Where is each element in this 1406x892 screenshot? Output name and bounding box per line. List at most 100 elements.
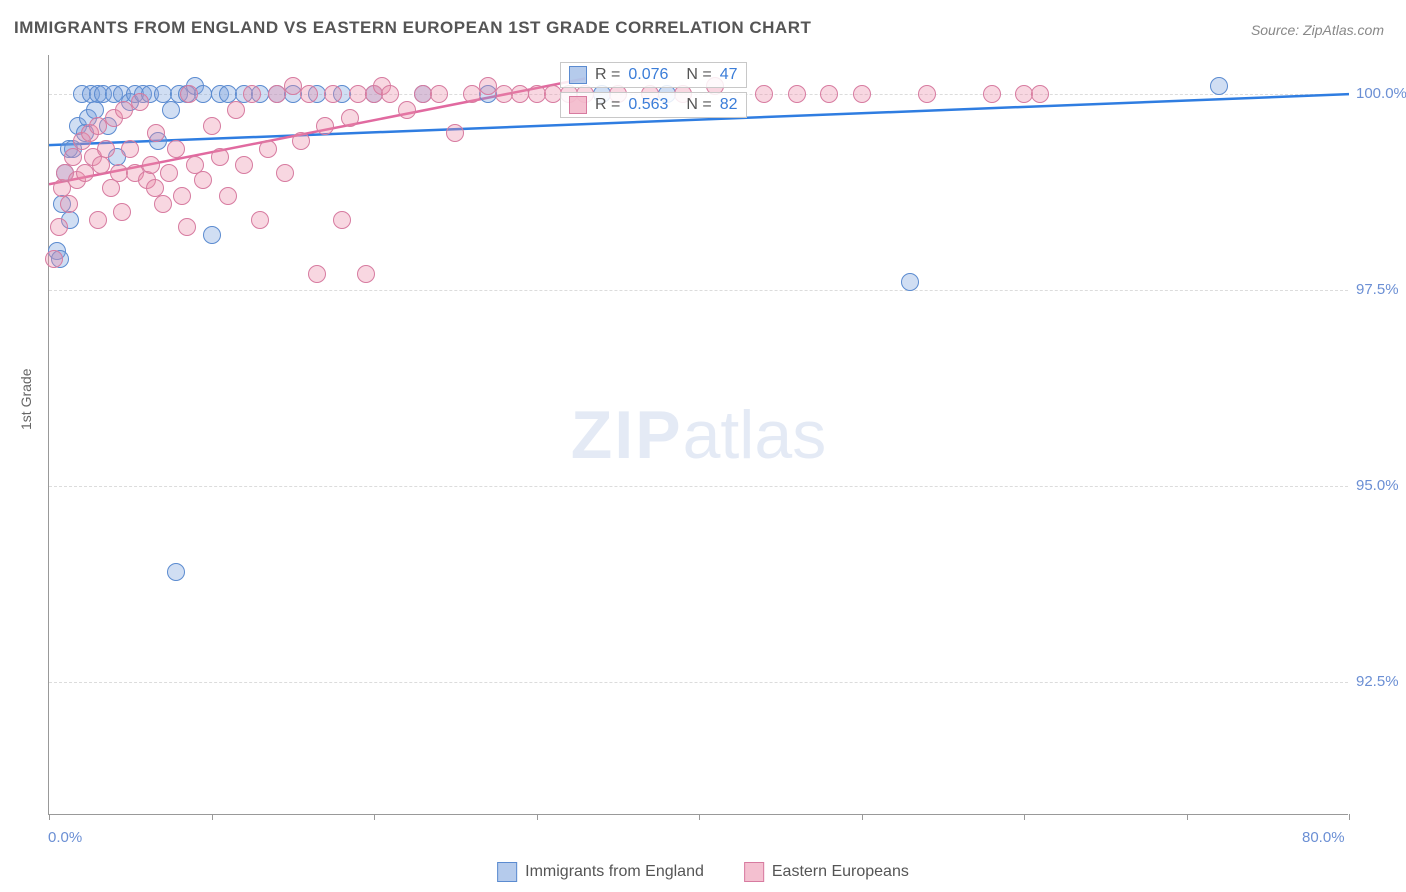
data-point [788,85,806,103]
data-point [146,179,164,197]
data-point [219,187,237,205]
data-point [203,226,221,244]
data-point [147,124,165,142]
data-point [160,164,178,182]
y-tick-label: 92.5% [1356,673,1399,690]
plot-area: ZIPatlas [48,55,1348,815]
data-point [381,85,399,103]
x-tick-label: 80.0% [1302,829,1345,846]
r-value: 0.076 [628,66,668,84]
n-label: N = [686,96,711,114]
data-point [162,101,180,119]
x-tick [49,814,50,820]
data-point [131,93,149,111]
y-axis-label: 1st Grade [18,369,34,430]
watermark: ZIPatlas [571,396,826,474]
data-point [430,85,448,103]
legend-swatch [497,862,517,882]
data-point [203,117,221,135]
data-point [92,156,110,174]
data-point [316,117,334,135]
data-point [89,117,107,135]
data-point [820,85,838,103]
data-point [60,195,78,213]
watermark-atlas: atlas [683,397,827,473]
data-point [251,211,269,229]
x-tick [1024,814,1025,820]
correlation-stat-box: R =0.563N =82 [560,92,747,118]
n-value: 47 [720,66,738,84]
data-point [755,85,773,103]
legend-swatch [744,862,764,882]
data-point [102,179,120,197]
data-point [64,148,82,166]
data-point [167,140,185,158]
data-point [113,203,131,221]
legend-label: Eastern Europeans [772,863,909,881]
y-tick-label: 95.0% [1356,477,1399,494]
data-point [211,148,229,166]
data-point [276,164,294,182]
data-point [45,250,63,268]
source-attribution: Source: ZipAtlas.com [1251,22,1384,38]
chart-title: IMMIGRANTS FROM ENGLAND VS EASTERN EUROP… [14,18,811,38]
data-point [357,265,375,283]
series-swatch [569,66,587,84]
data-point [268,85,286,103]
data-point [142,156,160,174]
x-tick [1187,814,1188,820]
data-point [89,211,107,229]
data-point [235,156,253,174]
n-label: N = [686,66,711,84]
r-label: R = [595,96,620,114]
data-point [1031,85,1049,103]
x-tick [374,814,375,820]
gridline-h [49,486,1348,487]
x-tick [212,814,213,820]
watermark-zip: ZIP [571,397,683,473]
x-tick [1349,814,1350,820]
gridline-h [49,290,1348,291]
data-point [300,85,318,103]
data-point [173,187,191,205]
data-point [918,85,936,103]
data-point [901,273,919,291]
data-point [121,140,139,158]
x-tick [699,814,700,820]
legend: Immigrants from England Eastern Europeans [497,862,909,882]
gridline-h [49,682,1348,683]
y-tick-label: 100.0% [1356,85,1406,102]
data-point [398,101,416,119]
data-point [1210,77,1228,95]
data-point [243,85,261,103]
series-swatch [569,96,587,114]
data-point [446,124,464,142]
x-tick [862,814,863,820]
data-point [308,265,326,283]
data-point [167,563,185,581]
data-point [178,218,196,236]
data-point [853,85,871,103]
y-tick-label: 97.5% [1356,281,1399,298]
legend-item: Eastern Europeans [744,862,909,882]
data-point [259,140,277,158]
data-point [97,140,115,158]
x-tick-label: 0.0% [48,829,82,846]
data-point [115,101,133,119]
x-tick [537,814,538,820]
data-point [194,171,212,189]
data-point [324,85,342,103]
data-point [292,132,310,150]
data-point [154,195,172,213]
data-point [227,101,245,119]
correlation-stat-box: R = 0.076 N = 47 [560,62,747,88]
data-point [341,109,359,127]
data-point [333,211,351,229]
data-point [463,85,481,103]
r-label: R = [595,66,620,84]
legend-item: Immigrants from England [497,862,704,882]
legend-label: Immigrants from England [525,863,704,881]
data-point [180,85,198,103]
data-point [50,218,68,236]
r-value: 0.563 [628,96,668,114]
